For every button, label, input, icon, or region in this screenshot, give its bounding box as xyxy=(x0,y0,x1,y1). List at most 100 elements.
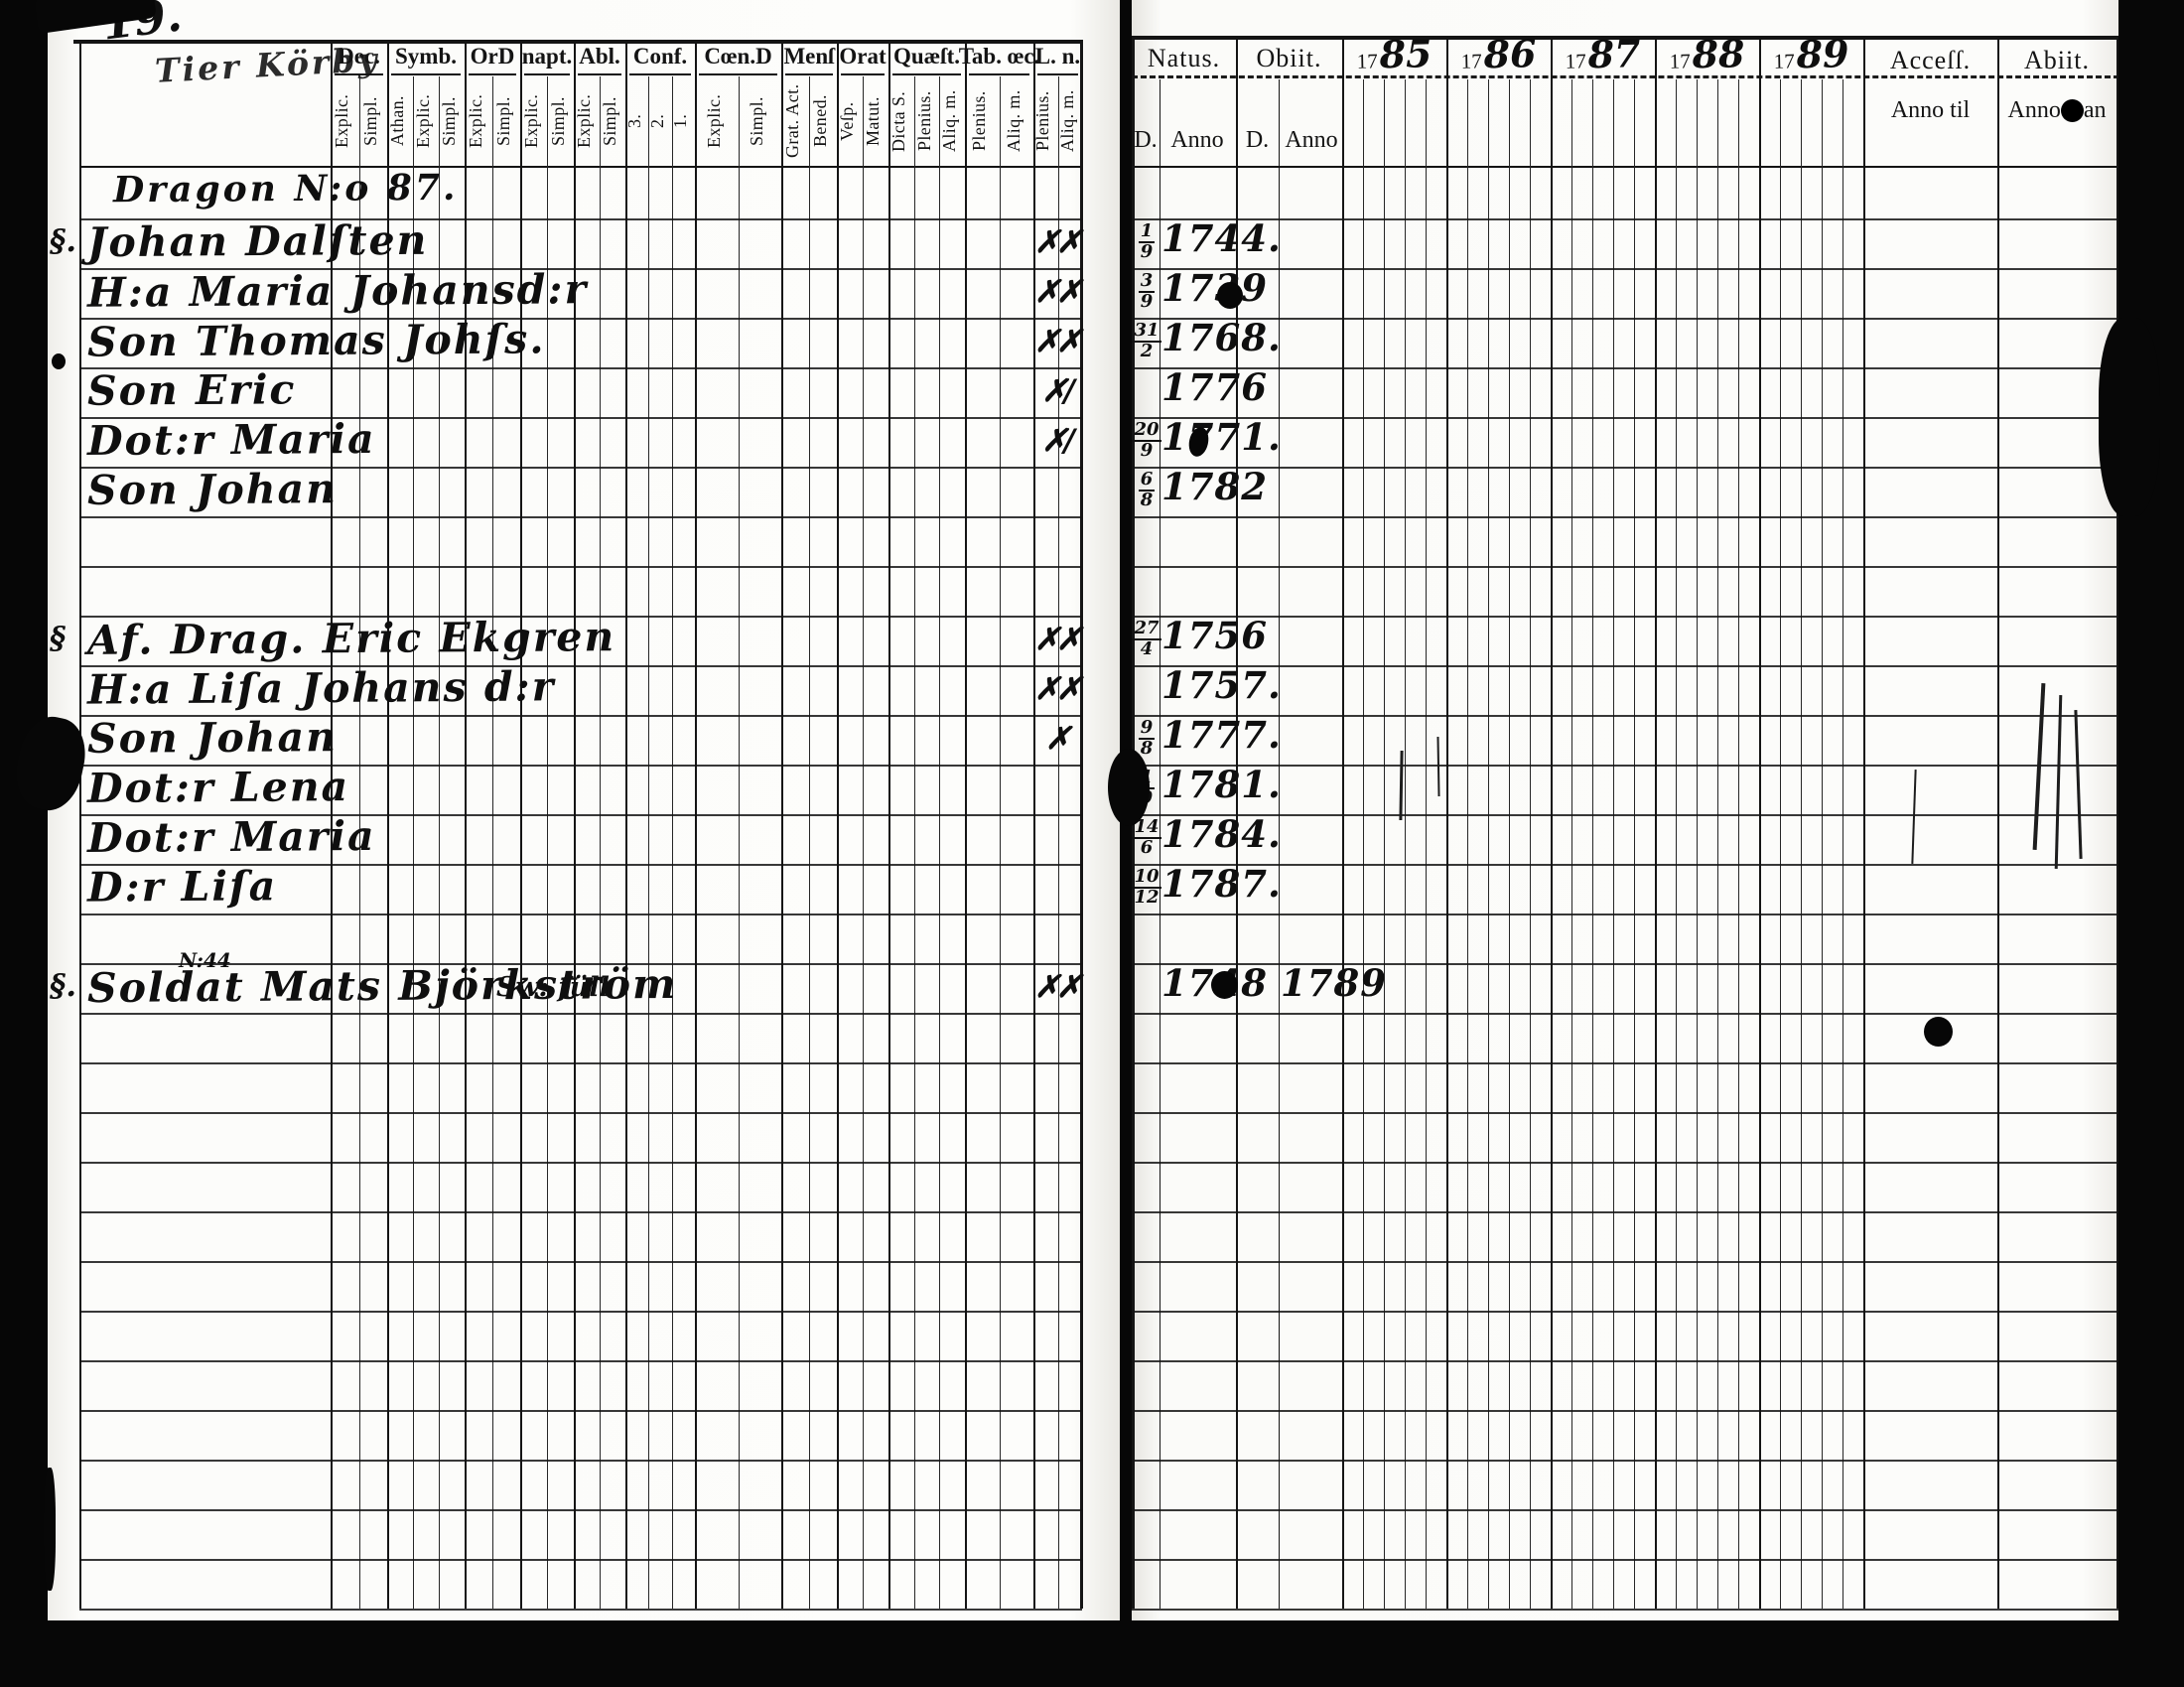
column-line xyxy=(331,40,333,1609)
abiit-sub-label: Anno an xyxy=(1997,97,2116,124)
year-digits: 89 xyxy=(1796,31,1849,77)
column-sub-header: Aliq. m. xyxy=(1004,89,1024,153)
obiit-day-header: D. xyxy=(1245,127,1270,153)
ink-blot-1739 xyxy=(1217,282,1243,309)
group-underline xyxy=(892,73,961,75)
column-group-header: Dec. xyxy=(338,44,380,69)
natus-day: 31 2 xyxy=(1132,322,1161,360)
register-row xyxy=(79,765,1082,816)
subcolumn-line xyxy=(672,76,673,1609)
column-sub-header: Bened. xyxy=(810,94,830,148)
register-row xyxy=(1132,1211,2119,1263)
communion-marks: ✗✗ xyxy=(1034,274,1082,310)
column-group-header: Tab. œc. xyxy=(958,44,1040,69)
register-row xyxy=(79,1211,1082,1263)
entry-name: Af. Drag. Eric Ekgren xyxy=(86,613,616,664)
column-sub-header: Explic. xyxy=(413,93,433,149)
register-row xyxy=(79,1062,1082,1114)
entry-name: Dot:r Maria xyxy=(86,811,376,863)
register-row xyxy=(1132,169,2119,220)
register-row xyxy=(79,367,1082,419)
column-sub-header: Explic. xyxy=(466,93,485,149)
natus-day-digits: 9 xyxy=(1140,291,1154,312)
register-row xyxy=(1132,963,2119,1015)
accessi-label: Acceſſ. xyxy=(1889,46,1972,74)
column-sub-header: Dicta S. xyxy=(888,90,908,152)
register-row xyxy=(79,417,1082,469)
natus-year: 1744. xyxy=(1161,216,1282,260)
column-group-header: Abl. xyxy=(579,44,620,69)
obiit-year: 1789 xyxy=(1281,961,1387,1005)
column-line xyxy=(965,40,967,1609)
register-row xyxy=(79,1509,1082,1561)
year-subcolumn-line xyxy=(1530,79,1531,1609)
register-row xyxy=(1132,1311,2119,1362)
register-row xyxy=(79,914,1082,965)
column-group-header: L. n. xyxy=(1034,44,1081,69)
natus-day-digits: 1 xyxy=(1138,220,1156,243)
column-sub-header: Explic. xyxy=(521,93,541,149)
left-page: 19. Tier Körby Dec. Explic. Simpl. Symb. Ath… xyxy=(48,0,1125,1628)
register-row xyxy=(79,467,1082,518)
year-subcolumn-line xyxy=(1592,79,1593,1609)
abiit-label: Abiit. xyxy=(2024,46,2090,74)
table-right-line xyxy=(1080,40,1083,1609)
year-subcolumn-line xyxy=(1780,79,1781,1609)
register-row xyxy=(1132,1410,2119,1462)
column-sub-header: Explic. xyxy=(574,93,594,149)
year-subcolumn-line xyxy=(1822,79,1823,1609)
natus-day-digits: 9 xyxy=(1140,440,1154,461)
group-underline xyxy=(524,73,570,75)
column-sub-header: Grat. Act. xyxy=(782,83,802,159)
natus-year: 1777. xyxy=(1161,713,1282,757)
group-underline xyxy=(629,73,691,75)
natus-day-digits: 8 xyxy=(1140,490,1154,510)
natus-day-digits: 3 xyxy=(1138,270,1156,293)
subcolumn-line xyxy=(359,76,360,1609)
column-sub-header: Explic. xyxy=(704,93,724,149)
entry-name: Johan Dalſten xyxy=(86,215,429,267)
column-sub-header: 1. xyxy=(670,113,690,129)
natus-year: 1757. xyxy=(1161,663,1282,707)
entry-name-superscript: N:44 xyxy=(179,948,231,972)
natus-anno-header: Anno xyxy=(1170,127,1224,153)
natus-year: 1784. xyxy=(1161,812,1282,856)
year-digits: 88 xyxy=(1692,31,1745,77)
column-sub-header: Aliq. m. xyxy=(1057,89,1077,153)
column-line xyxy=(520,40,522,1609)
natus-day-digits: 10 xyxy=(1132,866,1161,889)
group-underline xyxy=(391,73,461,75)
column-line xyxy=(1997,38,1999,1609)
register-row xyxy=(79,616,1082,667)
year-column-label: 17 88 xyxy=(1655,31,1760,77)
register-row xyxy=(1132,864,2119,915)
register-row xyxy=(1132,814,2119,866)
column-sub-header: Aliq. m. xyxy=(939,89,959,153)
column-sub-header: Simpl. xyxy=(548,96,568,146)
bottom-scan-band xyxy=(0,1620,2184,1687)
ink-blot-right-page xyxy=(1924,1017,1953,1047)
natus-year: 1787. xyxy=(1161,862,1282,906)
natus-label: Natus. xyxy=(1147,44,1221,72)
column-sub-header: Plenius. xyxy=(969,90,989,152)
natus-day-digits: 14 xyxy=(1132,816,1161,839)
header-dash-rule xyxy=(1132,75,2119,78)
accessi-sub-label: Anno til xyxy=(1890,97,1971,123)
column-line xyxy=(1759,38,1761,1609)
group-underline xyxy=(335,73,383,75)
year-subcolumn-line xyxy=(1676,79,1677,1609)
natus-year: 1781. xyxy=(1161,763,1282,806)
register-row xyxy=(79,169,1082,220)
register-row xyxy=(79,1112,1082,1164)
column-group-header: Orat xyxy=(839,44,887,69)
communion-marks: ✗✗ xyxy=(1034,324,1082,359)
year-subcolumn-line xyxy=(1697,79,1698,1609)
register-row xyxy=(1132,1261,2119,1313)
natus-day: 27 4 xyxy=(1132,618,1161,659)
register-row xyxy=(1132,665,2119,717)
column-line xyxy=(781,40,783,1609)
ink-blot xyxy=(2060,99,2084,122)
natus-day-digits: 4 xyxy=(1140,638,1154,659)
natus-day-digits: 27 xyxy=(1132,618,1161,640)
year-digits: 87 xyxy=(1587,31,1641,77)
